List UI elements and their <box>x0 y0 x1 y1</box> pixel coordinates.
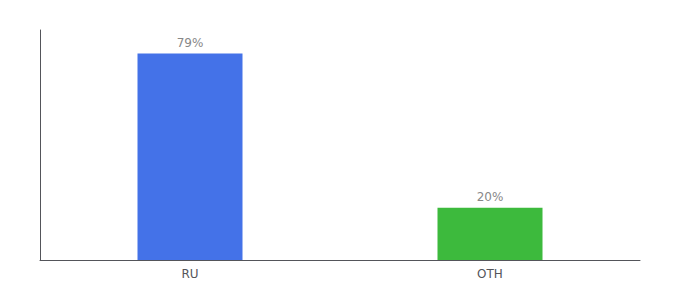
svg-text:79%: 79% <box>177 36 204 50</box>
svg-text:OTH: OTH <box>477 267 503 281</box>
svg-text:20%: 20% <box>477 190 504 204</box>
svg-text:RU: RU <box>181 267 198 281</box>
